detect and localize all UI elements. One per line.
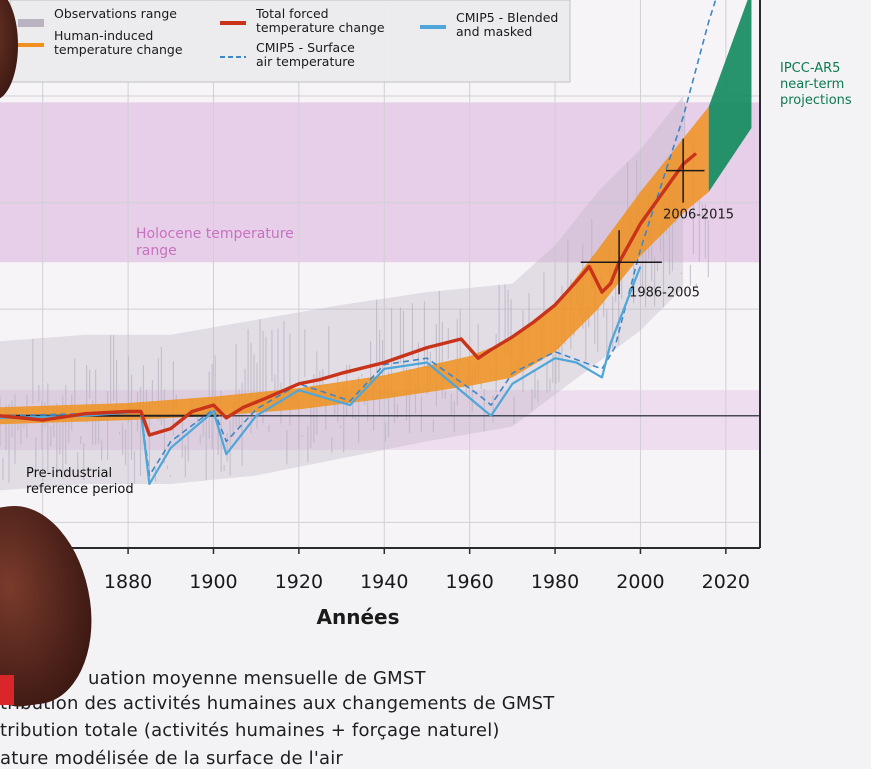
series-cmip5-blended-and-masked [0, 266, 642, 486]
caption-line-4: ature modélisée de la surface de l'air [0, 748, 344, 769]
legend-label: CMIP5 - Blended and masked [456, 10, 558, 39]
period-marker-label: 2006-2015 [663, 208, 734, 223]
legend-label: Human-induced temperature change [54, 28, 183, 57]
legend-swatch [18, 19, 44, 27]
legend-entry: Human-induced temperature change [18, 28, 183, 57]
legend-entry: CMIP5 - Surface air temperature [220, 40, 355, 69]
axes: 186018801900192019401960198020002020Anné… [0, 0, 761, 629]
caption-line-1: uation moyenne mensuelle de GMST [88, 668, 426, 689]
projection-label: IPCC-AR5 near-term projections [780, 61, 852, 108]
legend: Observations range Human-induced temperatu… [9, 0, 571, 83]
observations-range-envelope [0, 96, 684, 491]
x-tick-label: 1940 [360, 571, 408, 593]
plot-area: 1986-2005 2006-2015 Holocene temperature ra… [0, 0, 852, 548]
caption-line-3: tribution totale (activités humaines + f… [0, 720, 500, 741]
presenter-hand-top [0, 0, 18, 100]
x-axis-title: Années [317, 605, 400, 629]
period-marker-label: 1986-2005 [629, 285, 700, 300]
x-tick-label: 2020 [702, 571, 750, 593]
x-tick-label: 1980 [531, 571, 579, 593]
pre-industrial-label: Pre-industrial reference period [26, 466, 134, 497]
legend-label: Observations range [54, 6, 177, 21]
x-tick-label: 1960 [445, 571, 493, 593]
human-induced-band [0, 106, 709, 425]
projection-wedge [708, 0, 752, 192]
legend-label: Total forced temperature change [255, 6, 385, 35]
legend-entry: Observations range [18, 6, 177, 27]
caption-line-2: tribution des activités humaines aux cha… [0, 693, 555, 714]
legend-entry: Total forced temperature change [220, 6, 385, 35]
x-tick-label: 1900 [189, 571, 237, 593]
legend-label: CMIP5 - Surface air temperature [256, 40, 355, 69]
x-tick-label: 2000 [616, 571, 664, 593]
red-marker [0, 675, 14, 705]
x-tick-label: 1880 [104, 571, 152, 593]
legend-entry: CMIP5 - Blended and masked [420, 10, 558, 39]
series-total-forced-temperature-change [0, 152, 698, 437]
x-tick-label: 1920 [275, 571, 323, 593]
legend-box [9, 0, 571, 83]
holocene-label: Holocene temperature range [136, 226, 294, 259]
